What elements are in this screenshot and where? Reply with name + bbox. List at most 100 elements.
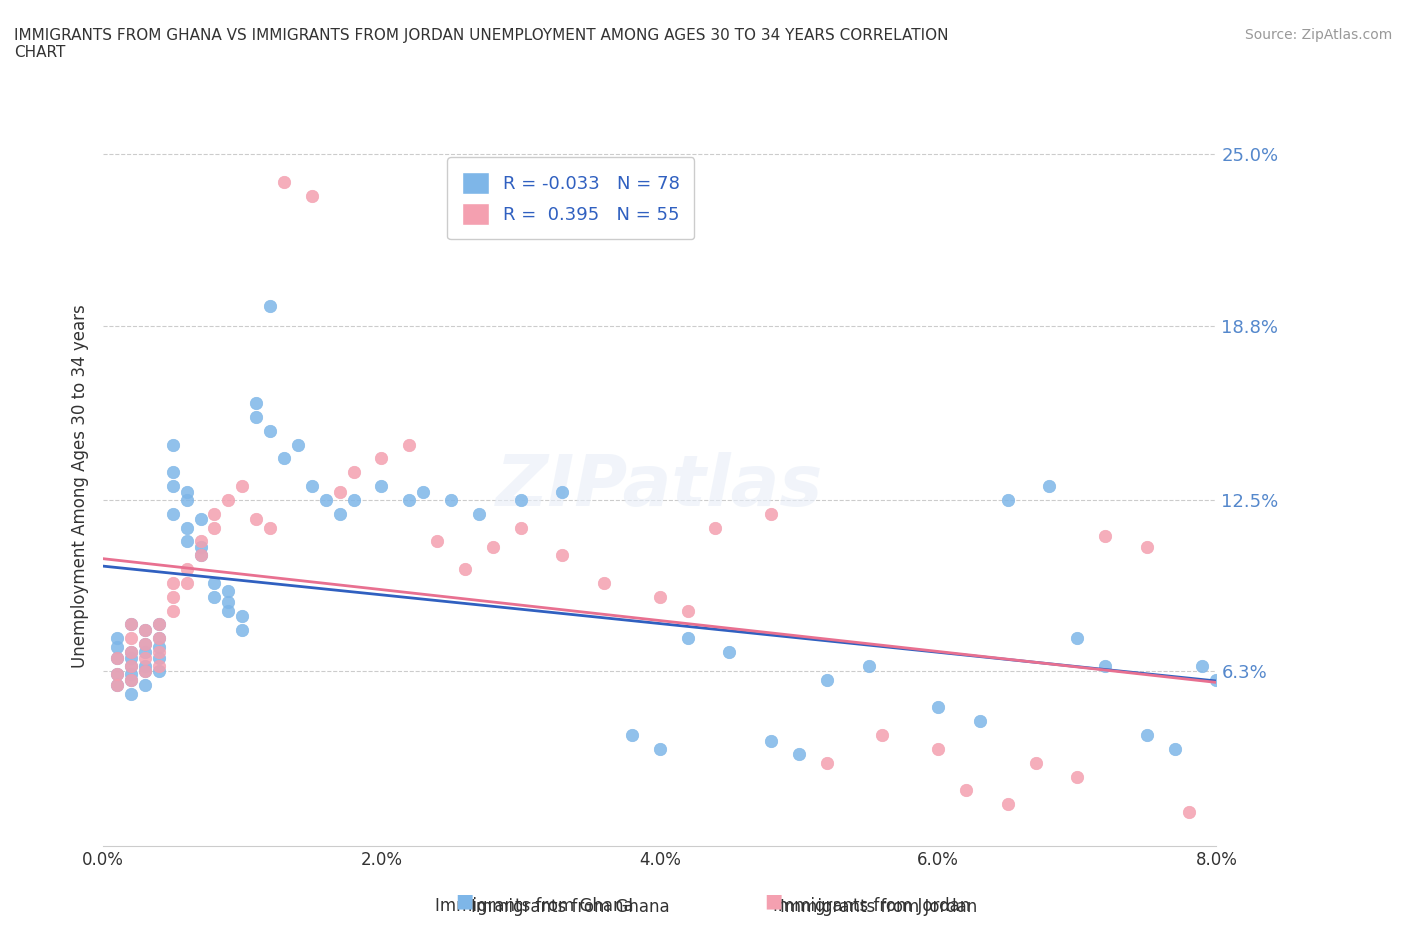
Point: [815, 755, 838, 770]
Point: [301, 479, 323, 494]
Point: [259, 299, 281, 313]
Point: [412, 485, 434, 499]
Point: [315, 493, 337, 508]
Point: [1177, 805, 1199, 820]
Point: [1038, 479, 1060, 494]
Point: [759, 506, 782, 521]
Point: [190, 539, 212, 554]
Point: [259, 423, 281, 438]
Point: [370, 479, 392, 494]
Point: [759, 733, 782, 748]
Point: [815, 672, 838, 687]
Text: Immigrants from Jordan: Immigrants from Jordan: [773, 897, 970, 915]
Point: [134, 644, 156, 659]
Text: Immigrants from Ghana: Immigrants from Ghana: [471, 897, 669, 916]
Point: [440, 493, 463, 508]
Point: [676, 631, 699, 645]
Point: [454, 562, 477, 577]
Point: [481, 539, 503, 554]
Point: [1233, 797, 1256, 812]
Point: [162, 604, 184, 618]
Point: [1094, 528, 1116, 543]
Point: [426, 534, 449, 549]
Point: [105, 667, 128, 682]
Point: [120, 631, 142, 645]
Point: [176, 485, 198, 499]
Point: [245, 409, 267, 424]
Point: [120, 667, 142, 682]
Point: [1219, 783, 1241, 798]
Point: [162, 465, 184, 480]
Point: [217, 604, 239, 618]
Point: [927, 741, 949, 756]
Point: [120, 686, 142, 701]
Point: [551, 485, 574, 499]
Point: [162, 590, 184, 604]
Point: [718, 644, 741, 659]
Text: IMMIGRANTS FROM GHANA VS IMMIGRANTS FROM JORDAN UNEMPLOYMENT AMONG AGES 30 TO 34: IMMIGRANTS FROM GHANA VS IMMIGRANTS FROM…: [14, 28, 949, 60]
Point: [105, 678, 128, 693]
Point: [134, 622, 156, 637]
Point: [398, 437, 420, 452]
Point: [176, 576, 198, 591]
Point: [120, 672, 142, 687]
Point: [105, 631, 128, 645]
Point: [1205, 672, 1227, 687]
Text: ■: ■: [763, 892, 783, 910]
Point: [190, 548, 212, 563]
Point: [1024, 755, 1046, 770]
Point: [148, 617, 170, 631]
Point: [134, 636, 156, 651]
Text: ZIPatlas: ZIPatlas: [496, 452, 824, 521]
Point: [648, 590, 671, 604]
Point: [287, 437, 309, 452]
Point: [370, 451, 392, 466]
Point: [148, 617, 170, 631]
Point: [217, 595, 239, 610]
Point: [273, 175, 295, 190]
Point: [204, 506, 226, 521]
Point: [343, 465, 366, 480]
Point: [134, 636, 156, 651]
Point: [468, 506, 491, 521]
Point: [927, 700, 949, 715]
Point: [509, 520, 531, 535]
Point: [120, 644, 142, 659]
Point: [1191, 658, 1213, 673]
Point: [148, 650, 170, 665]
Point: [120, 658, 142, 673]
Point: [190, 548, 212, 563]
Point: [620, 727, 643, 742]
Point: [204, 576, 226, 591]
Point: [551, 548, 574, 563]
Point: [329, 485, 352, 499]
Point: [969, 713, 991, 728]
Point: [105, 678, 128, 693]
Point: [176, 562, 198, 577]
Point: [105, 650, 128, 665]
Point: [787, 747, 810, 762]
Point: [148, 664, 170, 679]
Point: [231, 622, 253, 637]
Point: [1066, 631, 1088, 645]
Point: [148, 631, 170, 645]
Point: [676, 604, 699, 618]
Point: [1163, 741, 1185, 756]
Point: [704, 520, 727, 535]
Point: [134, 664, 156, 679]
Point: [1136, 727, 1159, 742]
Point: [176, 534, 198, 549]
Point: [120, 617, 142, 631]
Point: [231, 479, 253, 494]
Point: [148, 639, 170, 654]
Legend: R = -0.033   N = 78, R =  0.395   N = 55: R = -0.033 N = 78, R = 0.395 N = 55: [447, 157, 695, 239]
Point: [245, 395, 267, 410]
Point: [134, 664, 156, 679]
Point: [1094, 658, 1116, 673]
Y-axis label: Unemployment Among Ages 30 to 34 years: Unemployment Among Ages 30 to 34 years: [72, 304, 89, 668]
Point: [148, 658, 170, 673]
Point: [245, 512, 267, 526]
Point: [162, 437, 184, 452]
Point: [162, 506, 184, 521]
Point: [273, 451, 295, 466]
